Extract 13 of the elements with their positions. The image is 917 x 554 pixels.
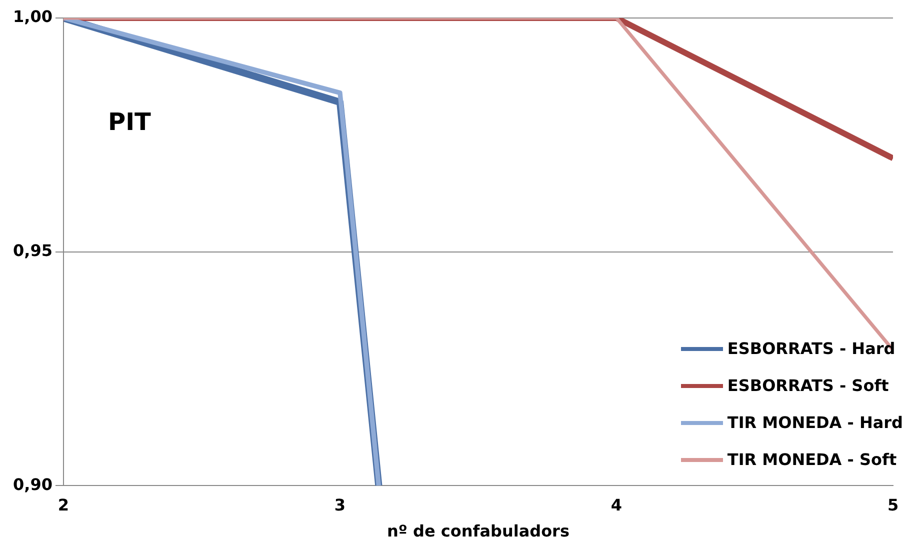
legend-label: ESBORRATS - Soft bbox=[727, 376, 889, 395]
x-tick-label: 2 bbox=[58, 495, 70, 514]
y-axis-title: PIT bbox=[108, 108, 151, 136]
x-axis-title: nº de confabuladors bbox=[387, 522, 570, 541]
x-tick-label: 3 bbox=[334, 495, 346, 514]
y-tick-label: 0,95 bbox=[12, 240, 52, 260]
legend-label: TIR MONEDA - Hard bbox=[727, 413, 903, 432]
y-tick-label: 1,00 bbox=[12, 7, 52, 26]
y-tick-label: 0,90 bbox=[12, 474, 52, 494]
x-tick-label: 4 bbox=[610, 495, 622, 514]
x-tick-label: 5 bbox=[887, 495, 899, 514]
legend-label: ESBORRATS - Hard bbox=[727, 339, 896, 358]
legend-label: TIR MONEDA - Soft bbox=[727, 450, 897, 469]
